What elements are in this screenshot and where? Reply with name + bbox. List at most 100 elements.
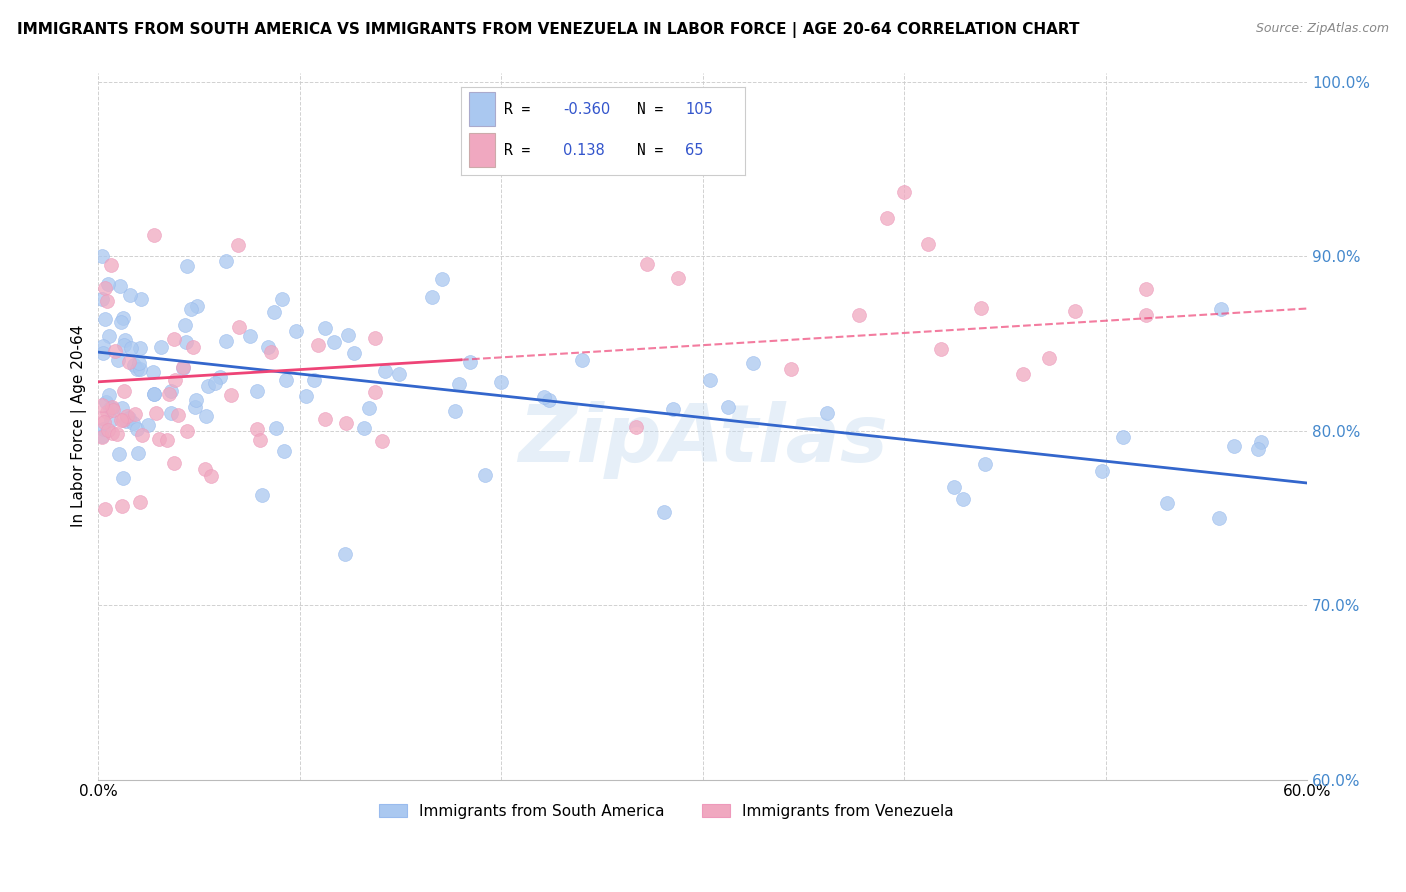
Point [274,373,297,387]
Point [250,488,273,502]
Point [952,492,974,507]
Point [571,353,593,368]
Point [100,258,122,272]
Point [145,406,167,420]
Point [970,301,993,316]
Point [917,237,939,252]
Point [160,384,183,398]
Point [260,345,283,359]
Point [91,292,114,306]
Point [131,427,153,442]
Point [186,299,208,313]
Point [127,446,149,460]
Point [197,379,219,393]
Text: IMMIGRANTS FROM SOUTH AMERICA VS IMMIGRANTS FROM VENEZUELA IN LABOR FORCE | AGE : IMMIGRANTS FROM SOUTH AMERICA VS IMMIGRA… [17,22,1080,38]
Point [364,384,387,399]
Point [228,238,250,252]
Point [108,279,131,293]
Point [444,403,467,417]
Point [111,413,134,427]
Point [111,500,134,514]
Point [1156,496,1178,510]
Point [103,403,125,417]
Point [533,390,555,404]
Point [93,415,115,429]
Point [221,388,243,402]
Point [636,257,658,271]
Point [430,272,453,286]
Point [91,429,114,443]
Point [111,310,134,325]
Point [1208,511,1230,525]
Point [195,409,218,424]
Point [110,401,132,416]
Point [489,375,512,389]
Point [374,364,396,378]
Point [172,360,194,375]
Point [128,341,150,355]
Point [101,400,124,414]
Point [1246,442,1268,457]
Point [246,384,269,398]
Point [108,447,131,461]
Point [129,495,152,509]
Point [333,547,356,561]
Point [1250,435,1272,450]
Point [163,332,186,346]
Point [929,342,952,356]
Point [176,259,198,273]
Point [97,423,120,437]
Point [204,376,226,391]
Point [257,340,280,354]
Point [136,418,159,433]
Point [114,334,136,348]
Point [98,401,121,415]
Point [105,426,128,441]
Point [214,253,236,268]
Point [91,249,114,263]
Point [118,410,141,425]
Point [353,420,375,434]
Point [1011,367,1033,381]
Point [1135,283,1157,297]
Point [200,469,222,483]
Point [118,355,141,369]
Point [157,387,180,401]
Point [215,334,238,349]
Point [110,413,132,427]
Point [474,467,496,482]
Point [1111,429,1133,443]
Point [143,386,166,401]
Point [156,433,179,447]
Point [176,424,198,438]
Point [91,430,114,444]
Point [263,304,285,318]
Y-axis label: In Labor Force | Age 20-64: In Labor Force | Age 20-64 [72,325,87,527]
Point [100,413,122,427]
Legend: Immigrants from South America, Immigrants from Venezuela: Immigrants from South America, Immigrant… [373,797,960,825]
Point [307,338,329,352]
Point [422,290,444,304]
Point [114,338,136,352]
Point [167,408,190,422]
Point [209,370,232,384]
Point [447,376,470,391]
Point [699,373,721,387]
Point [335,416,357,430]
Point [104,344,127,359]
Point [124,359,146,373]
Point [91,411,114,425]
Point [1091,464,1114,478]
Point [97,329,120,343]
Point [848,309,870,323]
Point [460,355,482,369]
Point [364,331,387,345]
Point [124,407,146,421]
Point [314,321,336,335]
Point [115,409,138,423]
Point [246,421,269,435]
Point [942,479,965,493]
Point [1135,309,1157,323]
Point [179,302,201,317]
Point [165,373,187,387]
